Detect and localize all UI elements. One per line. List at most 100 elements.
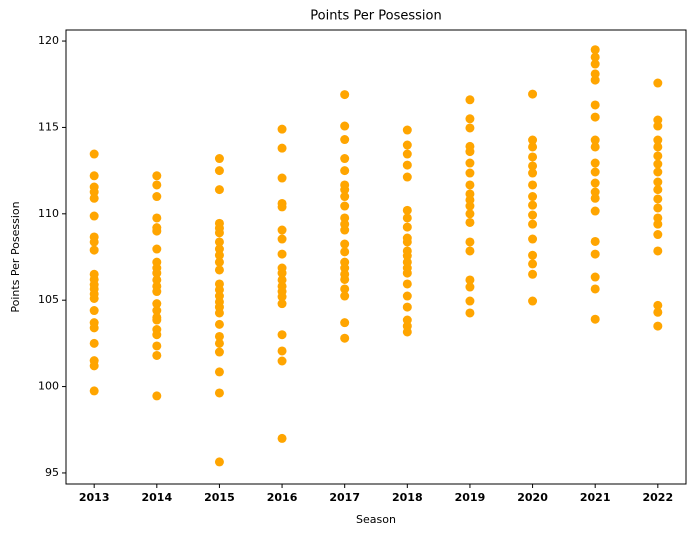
point <box>340 185 350 195</box>
point <box>340 225 350 235</box>
point <box>528 192 538 202</box>
point <box>152 391 162 401</box>
point <box>465 168 475 178</box>
point <box>590 206 600 216</box>
point <box>528 142 538 152</box>
point <box>653 307 663 317</box>
point <box>277 173 287 183</box>
point <box>653 135 663 145</box>
y-tick-label: 115 <box>38 120 59 133</box>
y-tick-label: 110 <box>38 207 59 220</box>
point <box>653 177 663 187</box>
point <box>590 59 600 69</box>
point <box>590 69 600 79</box>
x-tick-label: 2022 <box>643 491 674 504</box>
x-tick-label: 2016 <box>267 491 298 504</box>
point <box>214 237 224 247</box>
point <box>152 287 162 297</box>
point <box>89 386 99 396</box>
point <box>340 166 350 176</box>
point <box>653 151 663 161</box>
point <box>528 234 538 244</box>
point <box>528 200 538 210</box>
point <box>465 158 475 168</box>
point <box>89 338 99 348</box>
point <box>465 209 475 219</box>
point <box>277 330 287 340</box>
point <box>152 244 162 254</box>
point <box>465 217 475 227</box>
point <box>89 293 99 303</box>
point <box>214 154 224 164</box>
point <box>214 285 224 295</box>
point <box>590 52 600 62</box>
point <box>528 161 538 171</box>
point <box>653 219 663 229</box>
point <box>340 239 350 249</box>
point <box>340 318 350 328</box>
point <box>590 158 600 168</box>
point <box>277 275 287 285</box>
plot-frame <box>65 29 687 485</box>
point <box>340 213 350 223</box>
x-tick-label: 2021 <box>580 491 611 504</box>
point <box>277 433 287 443</box>
point <box>340 291 350 301</box>
x-tick-label: 2013 <box>79 491 110 504</box>
point <box>277 234 287 244</box>
point <box>465 180 475 190</box>
point <box>152 268 162 278</box>
point <box>653 321 663 331</box>
point <box>89 323 99 333</box>
point <box>214 347 224 357</box>
point <box>528 135 538 145</box>
point <box>277 292 287 302</box>
point <box>402 160 412 170</box>
point <box>152 341 162 351</box>
point <box>465 282 475 292</box>
x-tick-label: 2020 <box>517 491 548 504</box>
point <box>402 140 412 150</box>
y-tick-label: 100 <box>38 380 59 393</box>
point <box>277 268 287 278</box>
point <box>340 201 350 211</box>
point <box>465 275 475 285</box>
point <box>528 180 538 190</box>
point <box>590 135 600 145</box>
point <box>528 152 538 162</box>
point <box>590 100 600 110</box>
point <box>402 327 412 337</box>
point <box>402 279 412 289</box>
point <box>152 275 162 285</box>
point <box>214 265 224 275</box>
y-tick-label: 105 <box>38 293 59 306</box>
point <box>340 121 350 131</box>
point <box>152 226 162 236</box>
point <box>402 172 412 182</box>
point <box>590 112 600 122</box>
point <box>152 192 162 202</box>
point <box>590 249 600 259</box>
point <box>465 237 475 247</box>
point <box>277 124 287 134</box>
point <box>653 194 663 204</box>
point <box>214 308 224 318</box>
point <box>152 171 162 181</box>
point <box>653 185 663 195</box>
point <box>340 284 350 294</box>
point <box>653 78 663 88</box>
point <box>340 263 350 273</box>
point <box>277 225 287 235</box>
point <box>653 159 663 169</box>
point <box>590 236 600 246</box>
point <box>528 89 538 99</box>
point <box>214 166 224 176</box>
point <box>653 142 663 152</box>
point <box>277 299 287 309</box>
y-tick-label: 120 <box>38 34 59 47</box>
point <box>89 149 99 159</box>
point <box>152 315 162 325</box>
point <box>590 187 600 197</box>
point <box>89 211 99 221</box>
